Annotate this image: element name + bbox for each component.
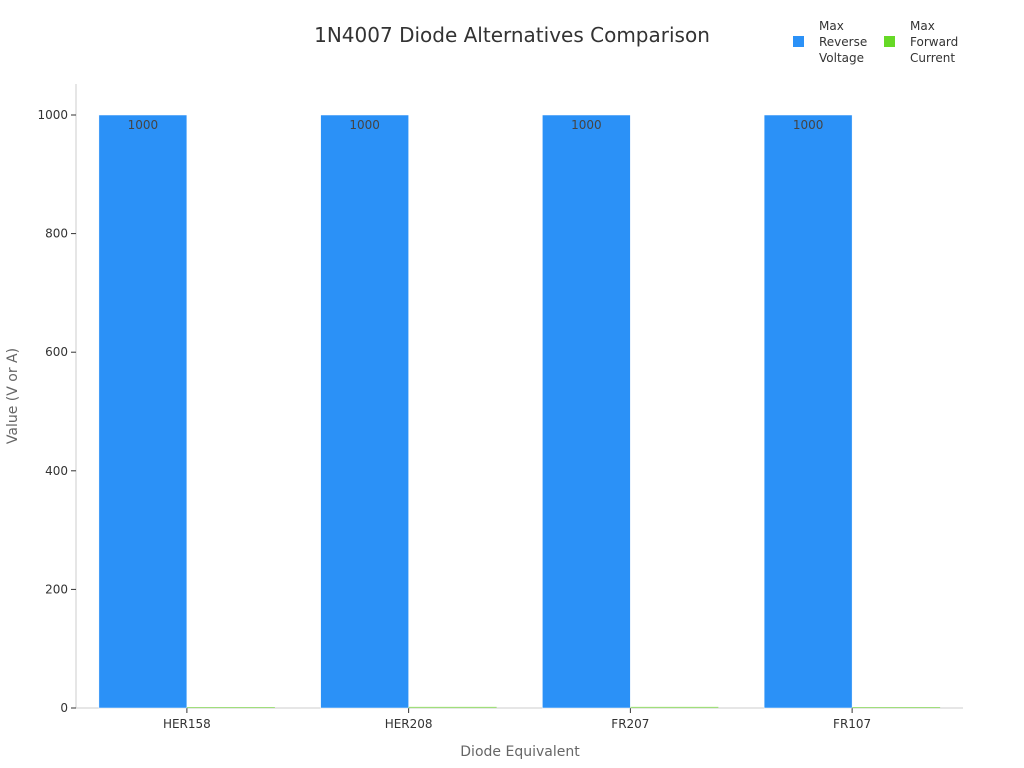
legend-swatch-max-reverse-voltage — [793, 36, 804, 47]
x-tick-label: HER208 — [385, 717, 433, 731]
x-tick-label: HER158 — [163, 717, 211, 731]
y-tick-label: 200 — [45, 582, 68, 596]
bar-max-forward-current-fr107 — [852, 707, 941, 708]
bar-max-reverse-voltage-fr207 — [542, 114, 631, 709]
data-label-fr207: 1000 — [571, 118, 602, 132]
y-tick-label: 0 — [60, 701, 68, 715]
legend-label-max-forward-current: Max Forward Current — [910, 19, 958, 65]
bar-max-reverse-voltage-her158 — [98, 114, 188, 709]
data-label-her208: 1000 — [349, 118, 380, 132]
x-axis-ticks: HER158 HER208 FR207 FR107 — [163, 708, 871, 731]
y-axis-ticks: 0 200 400 600 800 1000 — [37, 108, 76, 715]
bar-max-forward-current-her208 — [408, 706, 497, 708]
data-label-fr107: 1000 — [793, 118, 824, 132]
bar-max-forward-current-fr207 — [630, 706, 719, 708]
legend-label-max-reverse-voltage: Max Reverse Voltage — [819, 19, 867, 65]
y-tick-label: 600 — [45, 345, 68, 359]
legend: Max Reverse Voltage Max Forward Current — [793, 19, 958, 65]
bar-max-reverse-voltage-fr107 — [763, 114, 853, 709]
y-tick-label: 800 — [45, 227, 68, 241]
x-axis-title: Diode Equivalent — [460, 744, 580, 760]
x-tick-label: FR107 — [833, 717, 871, 731]
bars — [98, 114, 941, 709]
x-tick-label: FR207 — [611, 717, 649, 731]
data-labels: 1000 1000 1000 1000 — [128, 118, 824, 132]
legend-swatch-max-forward-current — [884, 36, 895, 47]
chart-title: 1N4007 Diode Alternatives Comparison — [314, 23, 710, 47]
bar-max-forward-current-her158 — [186, 707, 275, 708]
data-label-her158: 1000 — [128, 118, 159, 132]
bar-max-reverse-voltage-her208 — [320, 114, 409, 709]
y-tick-label: 1000 — [37, 108, 68, 122]
y-axis-title: Value (V or A) — [5, 348, 21, 444]
y-tick-label: 400 — [45, 464, 68, 478]
